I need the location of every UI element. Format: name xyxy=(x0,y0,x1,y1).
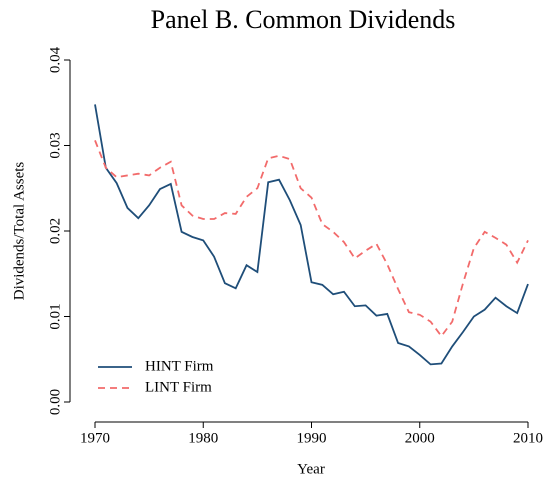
y-tick-label: 0.04 xyxy=(47,46,63,73)
x-tick-label: 2000 xyxy=(405,430,435,446)
y-tick-label: 0.00 xyxy=(47,389,63,415)
x-tick-label: 1990 xyxy=(297,430,327,446)
legend-label: LINT Firm xyxy=(145,379,212,395)
chart-title: Panel B. Common Dividends xyxy=(151,5,456,34)
y-tick-label: 0.02 xyxy=(47,218,63,244)
x-tick-label: 1980 xyxy=(188,430,218,446)
x-tick-label: 1970 xyxy=(80,430,110,446)
y-tick-label: 0.03 xyxy=(47,132,63,158)
series-line xyxy=(94,104,529,366)
series-line xyxy=(94,140,529,338)
y-tick-label: 0.01 xyxy=(47,303,63,329)
x-axis-label: Year xyxy=(297,461,325,477)
x-tick-label: 2010 xyxy=(513,430,543,446)
legend-label: HINT Firm xyxy=(145,358,214,374)
y-axis-label: Dividends/Total Assets xyxy=(11,162,27,301)
